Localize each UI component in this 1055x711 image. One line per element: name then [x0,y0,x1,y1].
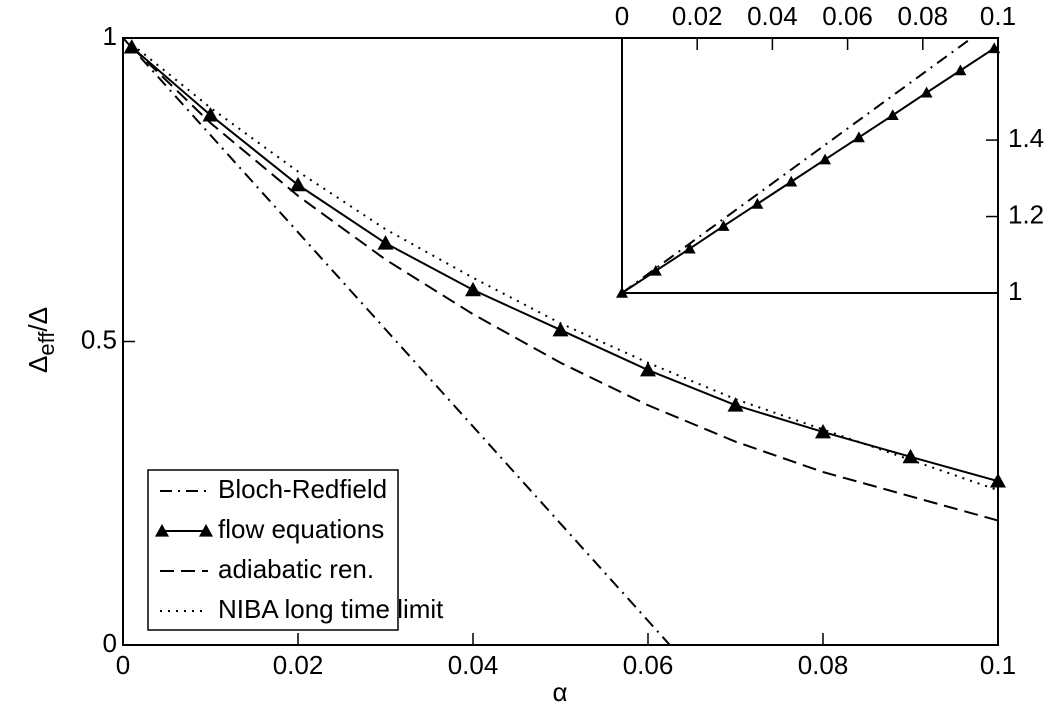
x-tick-label: 0 [116,650,130,680]
marker [852,131,865,143]
legend-marker [199,524,213,537]
x-tick-label: 0.06 [822,1,873,31]
marker [819,153,832,165]
y-tick-label: 1.2 [1008,199,1044,229]
y-tick-label: 0 [103,628,117,658]
marker [552,321,569,337]
y-axis-label: Δeff/Δ [23,307,59,373]
marker [954,64,967,76]
legend-label: NIBA long time limit [218,594,444,624]
x-tick-label: 0.04 [448,650,499,680]
series-line [622,47,995,293]
marker [902,448,919,464]
y-tick-label: 1 [1008,276,1022,306]
series-line [131,43,998,492]
legend-marker [155,524,169,537]
series-line [123,38,671,645]
marker [290,176,306,192]
marker [717,220,730,231]
y-label-base: Δ [23,356,53,373]
y-tick-label: 1 [103,21,117,51]
marker [683,242,696,254]
x-tick-label: 0.08 [897,1,948,31]
marker [640,362,656,377]
legend-label: Bloch-Redfield [218,474,387,504]
marker [751,197,764,209]
x-axis-label: α [552,677,567,707]
legend-box [147,469,399,631]
x-tick-label: 0 [615,1,629,31]
series-line [131,46,998,522]
y-tick-label: 1.4 [1008,123,1044,153]
marker [727,397,744,412]
plot-frame [122,37,999,646]
legend-label: adiabatic ren. [218,554,374,584]
y-tick-label: 0.5 [81,324,117,354]
y-label-rest: /Δ [23,307,53,332]
marker [202,107,219,122]
marker [920,86,933,98]
marker [815,423,831,439]
x-tick-label: 0.04 [747,1,798,31]
x-tick-label: 0.06 [623,650,674,680]
x-tick-label: 0.1 [980,1,1016,31]
x-tick-label: 0.02 [273,650,324,680]
marker [785,175,798,187]
inset-background [622,38,998,293]
marker [649,264,662,276]
x-tick-label: 0.02 [672,1,723,31]
legend-label: flow equations [218,514,384,544]
series-line [622,38,973,293]
plot-frame [621,37,999,294]
x-tick-label: 0.1 [980,650,1016,680]
marker [465,281,481,297]
marker [886,109,899,121]
y-label-sub: eff [34,331,59,356]
x-tick-label: 0.08 [798,650,849,680]
marker [377,235,394,250]
